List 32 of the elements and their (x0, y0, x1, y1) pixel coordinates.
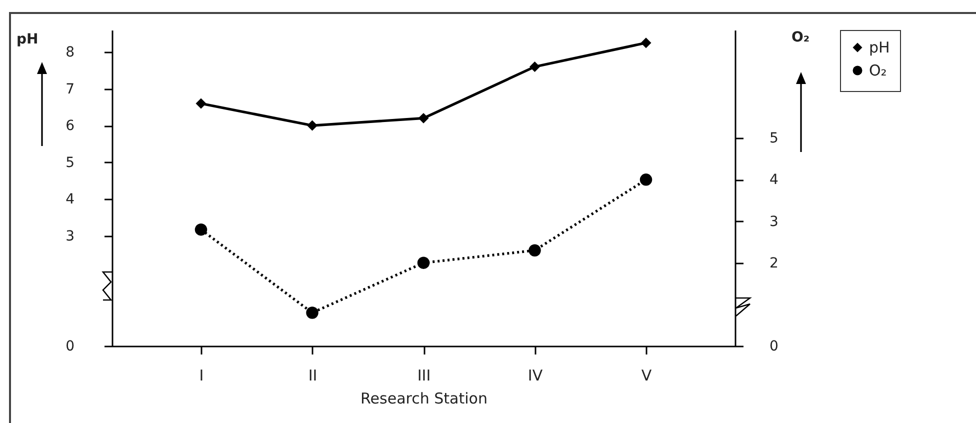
y-tick-label: 8 (66, 44, 74, 61)
x-axis-title: Research Station (360, 390, 488, 408)
x-tick-label: I (199, 366, 204, 384)
x-tick-label: IV (528, 366, 544, 384)
y-tick-label: 7 (66, 81, 74, 98)
point (640, 38, 652, 48)
point (528, 244, 541, 256)
y2-tick-label: 4 (770, 172, 778, 188)
y-tick-label: 5 (66, 154, 74, 171)
legend-label: pH (869, 38, 890, 56)
y2-tick-label: 2 (770, 255, 778, 272)
point (307, 120, 318, 131)
point (196, 98, 206, 109)
x-tick-label: III (417, 366, 431, 384)
point (306, 306, 318, 319)
y2-tick-label: 5 (770, 130, 778, 147)
x-tick-label: V (641, 366, 652, 384)
y-tick-label: 4 (66, 192, 75, 208)
y-axis-title: pH (16, 32, 38, 48)
y-tick-label: 3 (66, 228, 74, 244)
y-tick-label: 0 (66, 338, 74, 354)
y2-tick-label: 0 (770, 338, 778, 354)
y2-axis-title: O₂ (792, 30, 810, 46)
point (530, 62, 540, 72)
point (640, 174, 652, 186)
y-tick-label: 6 (66, 118, 75, 134)
point (194, 223, 208, 236)
x-tick-label: II (308, 366, 318, 384)
point (418, 112, 429, 124)
point (417, 256, 430, 269)
legend-label: O₂ (869, 62, 887, 80)
y2-tick-label: 3 (770, 214, 778, 230)
